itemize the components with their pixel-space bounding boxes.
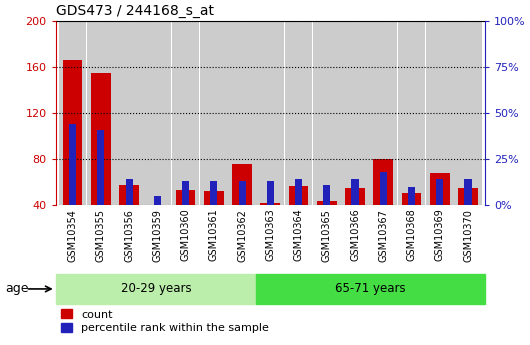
Bar: [289, 186, 308, 205]
Bar: [267, 181, 274, 205]
Bar: [115, 21, 143, 205]
Bar: [454, 21, 482, 205]
Text: GSM10368: GSM10368: [407, 209, 417, 262]
Bar: [175, 190, 196, 205]
Bar: [398, 21, 426, 205]
Bar: [91, 72, 111, 205]
Bar: [59, 21, 86, 205]
Bar: [323, 185, 330, 205]
Bar: [408, 187, 415, 205]
Bar: [341, 21, 369, 205]
Bar: [458, 188, 478, 205]
Bar: [295, 179, 302, 205]
Bar: [154, 196, 161, 205]
Bar: [430, 173, 449, 205]
Text: GDS473 / 244168_s_at: GDS473 / 244168_s_at: [56, 4, 214, 18]
Bar: [426, 21, 454, 205]
Bar: [313, 21, 341, 205]
Bar: [351, 179, 359, 205]
Text: GSM10363: GSM10363: [266, 209, 275, 262]
Bar: [256, 274, 485, 304]
Bar: [204, 191, 224, 205]
Bar: [369, 21, 397, 205]
Text: GSM10367: GSM10367: [378, 209, 388, 262]
Text: GSM10355: GSM10355: [96, 209, 106, 262]
Bar: [285, 21, 312, 205]
Bar: [200, 21, 228, 205]
Bar: [345, 188, 365, 205]
Bar: [257, 21, 284, 205]
Text: GSM10359: GSM10359: [152, 209, 162, 262]
Bar: [228, 21, 256, 205]
Bar: [63, 60, 83, 205]
Text: GSM10364: GSM10364: [294, 209, 304, 262]
Bar: [182, 181, 189, 205]
Text: GSM10366: GSM10366: [350, 209, 360, 262]
Text: 20-29 years: 20-29 years: [120, 283, 191, 295]
Text: GSM10354: GSM10354: [68, 209, 77, 262]
Bar: [260, 203, 280, 205]
Bar: [144, 21, 171, 205]
Legend: count, percentile rank within the sample: count, percentile rank within the sample: [61, 309, 269, 333]
Text: GSM10356: GSM10356: [124, 209, 134, 262]
Text: GSM10362: GSM10362: [237, 209, 247, 262]
Text: GSM10369: GSM10369: [435, 209, 445, 262]
Bar: [69, 124, 76, 205]
Bar: [56, 274, 256, 304]
Bar: [464, 179, 472, 205]
Text: age: age: [5, 283, 29, 295]
Bar: [238, 181, 245, 205]
Bar: [232, 164, 252, 205]
Text: GSM10370: GSM10370: [463, 209, 473, 262]
Bar: [402, 193, 421, 205]
Bar: [379, 172, 387, 205]
Text: 65-71 years: 65-71 years: [335, 283, 406, 295]
Bar: [119, 185, 139, 205]
Bar: [317, 201, 337, 205]
Text: GSM10360: GSM10360: [181, 209, 191, 262]
Bar: [210, 181, 217, 205]
Bar: [436, 179, 443, 205]
Bar: [98, 130, 104, 205]
Text: GSM10361: GSM10361: [209, 209, 219, 262]
Bar: [87, 21, 114, 205]
Bar: [374, 159, 393, 205]
Text: GSM10365: GSM10365: [322, 209, 332, 262]
Bar: [126, 179, 132, 205]
Bar: [172, 21, 199, 205]
